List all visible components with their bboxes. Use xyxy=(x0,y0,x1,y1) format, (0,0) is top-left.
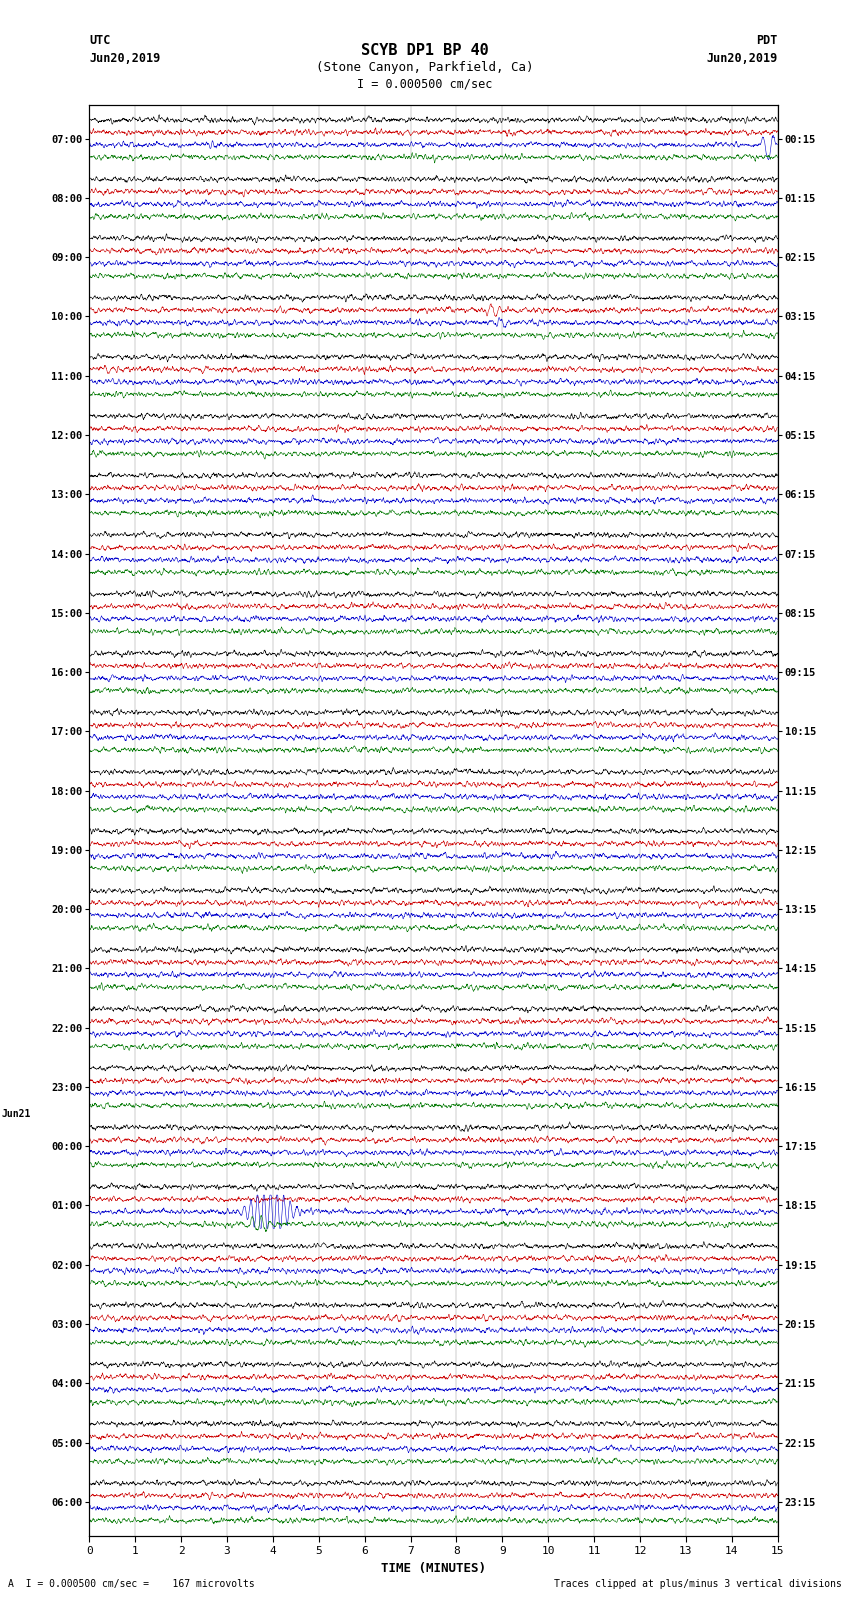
Text: UTC: UTC xyxy=(89,34,110,47)
Text: Jun20,2019: Jun20,2019 xyxy=(706,52,778,65)
Text: Traces clipped at plus/minus 3 vertical divisions: Traces clipped at plus/minus 3 vertical … xyxy=(553,1579,842,1589)
Text: Jun21: Jun21 xyxy=(2,1108,31,1118)
Text: PDT: PDT xyxy=(756,34,778,47)
Text: (Stone Canyon, Parkfield, Ca): (Stone Canyon, Parkfield, Ca) xyxy=(316,61,534,74)
X-axis label: TIME (MINUTES): TIME (MINUTES) xyxy=(381,1561,486,1574)
Text: SCYB DP1 BP 40: SCYB DP1 BP 40 xyxy=(361,42,489,58)
Text: I = 0.000500 cm/sec: I = 0.000500 cm/sec xyxy=(357,77,493,90)
Text: Jun20,2019: Jun20,2019 xyxy=(89,52,161,65)
Text: A  I = 0.000500 cm/sec =    167 microvolts: A I = 0.000500 cm/sec = 167 microvolts xyxy=(8,1579,255,1589)
